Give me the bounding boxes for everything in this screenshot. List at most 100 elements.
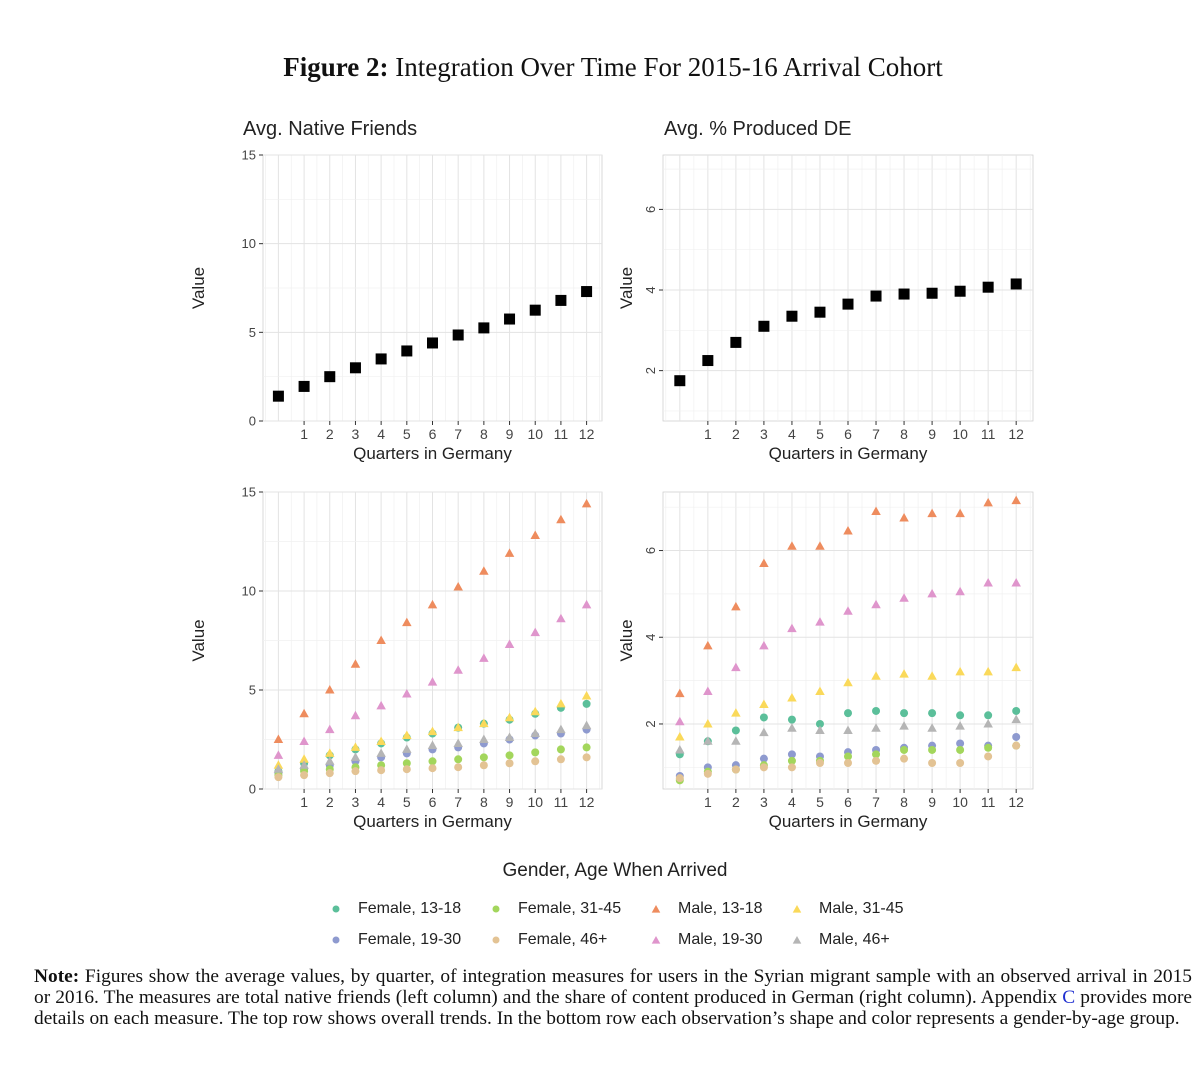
x-tick-label: 4 [377, 794, 385, 810]
figure-title-text: Integration Over Time For 2015-16 Arriva… [395, 52, 943, 82]
x-tick-label: 12 [579, 426, 595, 442]
point-circle [787, 756, 796, 765]
point-circle [844, 758, 852, 767]
figure-title: Figure 2: Integration Over Time For 2015… [0, 52, 1200, 83]
y-tick-label: 5 [249, 683, 256, 698]
x-tick-label: 9 [506, 794, 514, 810]
y-axis-label: Value [189, 267, 208, 309]
point-triangle [376, 635, 386, 644]
point-circle [956, 745, 965, 754]
y-tick-label: 10 [242, 584, 256, 599]
legend-label: Male, 19-30 [678, 931, 763, 948]
x-tick-label: 4 [788, 794, 796, 810]
point-circle [759, 713, 768, 722]
legend-triangle-icon [651, 936, 661, 944]
x-tick-label: 3 [760, 426, 768, 442]
point-triangle [759, 640, 769, 650]
legend-triangle-icon [792, 905, 802, 913]
point-triangle [504, 732, 515, 742]
point-triangle [787, 723, 797, 732]
point-triangle [273, 750, 284, 759]
point-triangle [376, 736, 386, 745]
point-triangle [675, 744, 685, 754]
point-circle [872, 750, 881, 759]
point-triangle [504, 712, 515, 722]
point-triangle [479, 734, 489, 743]
data-points [272, 286, 593, 402]
y-axis-label: Value [617, 267, 636, 309]
x-tick-label: 8 [900, 794, 908, 810]
x-tick-label: 6 [844, 794, 852, 810]
legend-triangle-icon [792, 936, 802, 944]
x-tick-label: 10 [952, 426, 968, 442]
point-triangle [376, 748, 386, 757]
point-square [730, 336, 742, 348]
point-square [758, 320, 770, 332]
point-circle [928, 758, 937, 767]
point-triangle [955, 508, 965, 518]
point-square [504, 313, 516, 325]
x-tick-label: 9 [928, 794, 936, 810]
point-triangle [815, 725, 825, 734]
point-circle [900, 709, 909, 718]
point-triangle [843, 526, 853, 535]
point-triangle [955, 586, 965, 596]
data-points [674, 278, 1022, 387]
point-triangle [871, 723, 881, 732]
point-triangle [983, 578, 993, 587]
note-text-before: Figures show the average values, by quar… [34, 966, 1192, 1008]
point-circle [556, 755, 565, 764]
point-square [926, 287, 938, 299]
point-circle [479, 761, 488, 770]
point-circle [928, 709, 937, 718]
point-triangle [479, 566, 489, 575]
point-triangle [402, 617, 412, 627]
data-points [675, 495, 1021, 785]
point-triangle [703, 718, 713, 728]
x-tick-label: 9 [506, 426, 514, 442]
point-circle [787, 750, 796, 759]
y-axis-label: Value [189, 619, 208, 661]
point-circle [815, 758, 824, 767]
y-tick-label: 4 [643, 286, 658, 293]
point-triangle [273, 734, 284, 743]
point-circle [675, 774, 684, 783]
x-axis-label: Quarters in Germany [769, 444, 928, 463]
point-triangle [453, 582, 463, 591]
x-tick-label: 10 [952, 794, 968, 810]
point-triangle [273, 764, 284, 773]
point-circle [428, 757, 437, 766]
x-tick-label: 3 [760, 794, 768, 810]
point-triangle [759, 699, 769, 708]
legend-label: Male, 31-45 [819, 900, 904, 917]
point-circle [759, 754, 768, 763]
x-tick-label: 11 [554, 426, 569, 442]
appendix-link[interactable]: C [1062, 987, 1076, 1008]
point-circle [844, 709, 852, 718]
point-circle [454, 755, 463, 764]
x-tick-label: 6 [429, 794, 437, 810]
point-triangle [703, 640, 713, 650]
point-triangle [927, 588, 937, 598]
y-tick-label: 15 [242, 148, 256, 163]
y-tick-label: 5 [249, 325, 256, 340]
point-circle [454, 763, 463, 772]
legend-triangle-icon [651, 905, 661, 913]
x-tick-label: 9 [928, 426, 936, 442]
point-square [1010, 278, 1022, 290]
point-triangle [787, 623, 797, 633]
point-square [529, 304, 541, 316]
point-triangle [556, 698, 566, 708]
point-circle [956, 711, 965, 720]
point-square [674, 375, 686, 387]
point-triangle [1011, 714, 1021, 724]
point-triangle [675, 716, 685, 726]
x-axis-label: Quarters in Germany [353, 444, 512, 463]
point-triangle [955, 721, 965, 730]
point-triangle [927, 508, 937, 518]
point-triangle [899, 593, 909, 602]
point-circle [531, 757, 540, 766]
x-tick-label: 10 [527, 426, 543, 442]
point-triangle [1011, 578, 1021, 587]
